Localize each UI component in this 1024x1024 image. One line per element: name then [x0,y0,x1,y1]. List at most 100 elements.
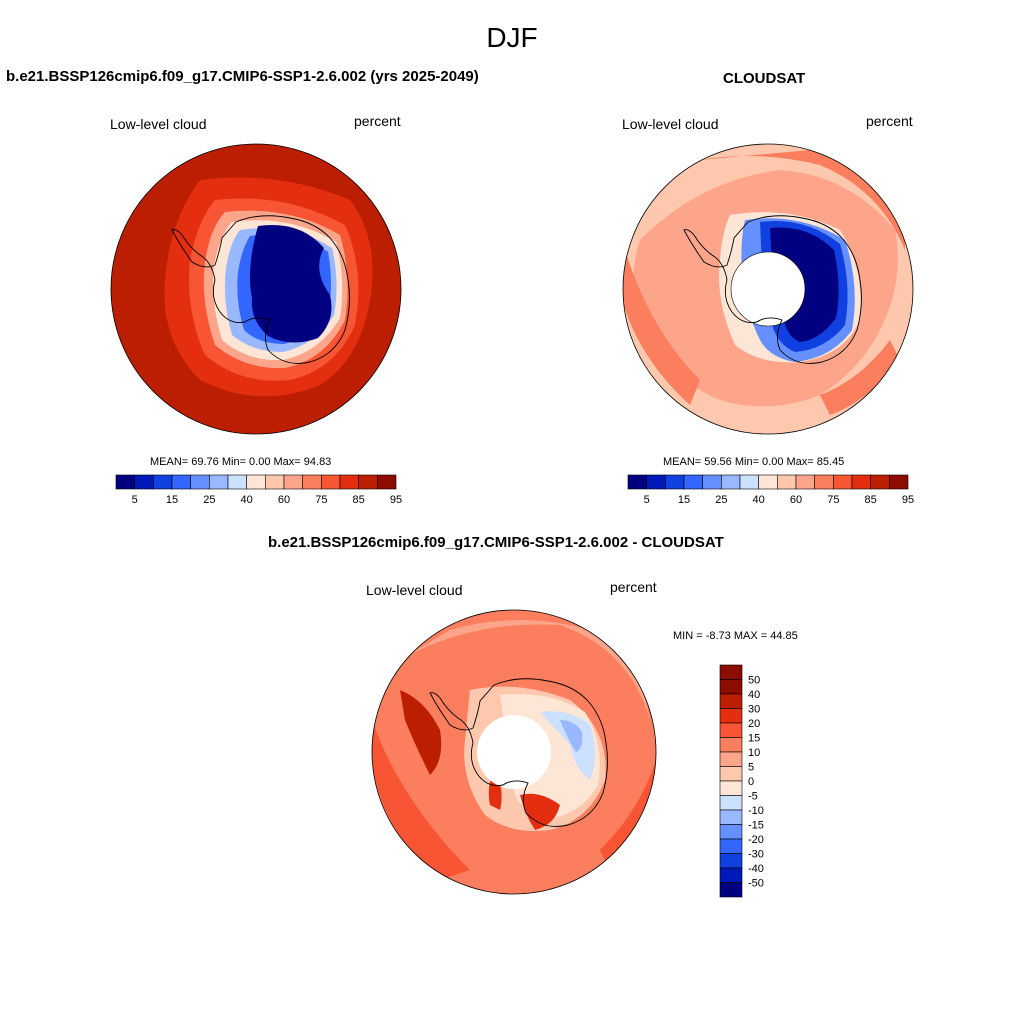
panel2-coastline [683,215,862,364]
panel3-colorbar-swatch [719,809,743,825]
panel3-colorbar-tick-label: -10 [748,805,764,817]
panel3-colorbar-tick-label: -5 [748,791,758,803]
panel3-colorbar-swatch [719,751,743,767]
main-title: DJF [486,22,538,53]
panel2-colorbar-swatch [777,474,797,490]
panel2-colorbar: 5 15 25 40 60 75 85 95 [627,474,914,506]
panel1-map-border [110,143,402,435]
panel2-colorbar-tick-label: 95 [902,494,914,506]
panel1-colorbar-tick-label: 85 [353,494,365,506]
panel2-colorbar-tick-label: 15 [678,494,690,506]
panel2-variable-label: Low-level cloud [622,116,719,132]
panel1-colorbar-swatch [227,474,247,490]
panel1-colorbar-tick-label: 75 [315,494,327,506]
panel1-colorbar-swatch [358,474,378,490]
panel3-map-border [371,609,657,895]
panel3-colorbar-tick-label: -20 [748,834,764,846]
panel1-colorbar-tick-label: 25 [203,494,215,506]
panel3-colorbar-tick-label: 50 [748,675,760,687]
panel2-colorbar-swatch [758,474,778,490]
panel3-colorbar-swatch [719,882,743,898]
panel2-map-border [622,143,914,435]
panel2-colorbar-tick-label: 60 [790,494,802,506]
panel3-variable-label: Low-level cloud [366,582,463,598]
panel1-colorbar-swatch [283,474,303,490]
panel1-colorbar: 5 15 25 40 60 75 85 95 [115,474,402,506]
panel3-colorbar-tick-label: -50 [748,878,764,890]
panel2-missing-data-hole [730,251,806,327]
panel1-colorbar-tick-label: 5 [132,494,138,506]
panel3-colorbar-swatch [719,693,743,709]
panel3-colorbar-swatch [719,780,743,796]
panel3-colorbar-tick-label: 30 [748,704,760,716]
panel1-map [111,144,401,434]
panel1-colorbar-tick-label: 15 [166,494,178,506]
panel2-map [623,144,913,434]
panel3-colorbar-swatch [719,679,743,695]
panel1-colorbar-tick-label: 40 [241,494,253,506]
panel1-colorbar-swatch [302,474,322,490]
panel2-colorbar-tick-label: 25 [715,494,727,506]
panel3-coastline [429,678,608,827]
panel1-colorbar-swatch [190,474,210,490]
panel3-colorbar-swatch [719,867,743,883]
panel2-colorbar-swatch [702,474,722,490]
panel3-map [372,610,656,894]
panel3-colorbar-tick-label: 10 [748,747,760,759]
panel3-colorbar-swatch [719,664,743,680]
panel2-colorbar-swatch [646,474,666,490]
panel3-colorbar-tick-label: -40 [748,863,764,875]
panel3-colorbar-swatch [719,737,743,753]
panel2-colorbar-swatch [814,474,834,490]
panel3-colorbar-swatch [719,853,743,869]
panel2-colorbar-tick-label: 85 [865,494,877,506]
panel3-stats: MIN = -8.73 MAX = 44.85 [673,630,798,642]
panel1-colorbar-swatch [134,474,154,490]
panel3-title: b.e21.BSSP126cmip6.f09_g17.CMIP6-SSP1-2.… [268,534,724,551]
panel2-colorbar-swatch [721,474,741,490]
panel1-colorbar-tick-label: 60 [278,494,290,506]
panel2-colorbar-swatch [795,474,815,490]
panel1-colorbar-swatch [246,474,266,490]
panel3-colorbar-swatch [719,766,743,782]
panel3-colorbar-tick-label: -15 [748,820,764,832]
panel1-coastline [171,215,350,364]
panel1-colorbar-swatch [153,474,173,490]
panel3-colorbar-tick-label: 40 [748,689,760,701]
panel2-colorbar-swatch [833,474,853,490]
panel2-colorbar-swatch [889,474,909,490]
panel3-colorbar-swatch [719,708,743,724]
panel2-colorbar-tick-label: 75 [827,494,839,506]
panel1-title: b.e21.BSSP126cmip6.f09_g17.CMIP6-SSP1-2.… [6,68,479,85]
panel1-variable-label: Low-level cloud [110,116,207,132]
panel3-colorbar-tick-label: 15 [748,733,760,745]
panel3-colorbar-swatch [719,824,743,840]
panel3-colorbar-tick-label: -30 [748,849,764,861]
panel3-colorbar-swatch [719,838,743,854]
panel3-colorbar-swatch [719,795,743,811]
panel3-colorbar-tick-label: 20 [748,718,760,730]
panel3-colorbar-tick-label: 5 [748,762,754,774]
panel1-colorbar-swatch [377,474,397,490]
panel2-colorbar-swatch [851,474,871,490]
panel2-units-label: percent [866,113,913,129]
panel3-colorbar-tick-label: 0 [748,776,754,788]
panel1-colorbar-swatch [209,474,229,490]
panel2-colorbar-swatch [627,474,647,490]
panel1-stats: MEAN= 69.76 Min= 0.00 Max= 94.83 [150,456,332,468]
panel2-title: CLOUDSAT [723,70,806,87]
panel2-colorbar-tick-label: 40 [753,494,765,506]
panel2-colorbar-tick-label: 5 [644,494,650,506]
panel1-colorbar-tick-label: 95 [390,494,402,506]
panel1-colorbar-swatch [321,474,341,490]
panel3-units-label: percent [610,579,657,595]
panel1-colorbar-swatch [339,474,359,490]
panel2-colorbar-swatch [739,474,759,490]
panel2-colorbar-swatch [870,474,890,490]
panel1-colorbar-swatch [171,474,191,490]
panel2-stats: MEAN= 59.56 Min= 0.00 Max= 85.45 [663,456,845,468]
panel3-colorbar-swatch [719,722,743,738]
panel1-units-label: percent [354,113,401,129]
